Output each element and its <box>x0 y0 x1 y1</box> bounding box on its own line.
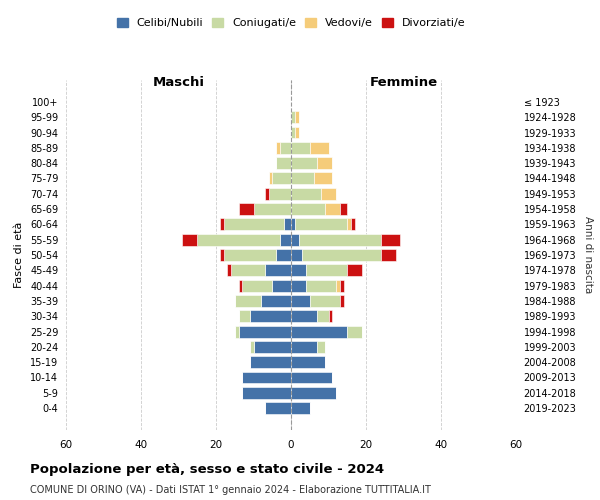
Bar <box>291 188 321 200</box>
Bar <box>272 172 291 184</box>
Bar <box>291 341 317 353</box>
Bar <box>295 218 347 230</box>
Bar <box>291 234 299 245</box>
Bar <box>291 264 306 276</box>
Bar <box>182 234 197 245</box>
Text: Popolazione per età, sesso e stato civile - 2024: Popolazione per età, sesso e stato civil… <box>30 462 384 475</box>
Bar <box>306 280 336 291</box>
Bar <box>314 172 332 184</box>
Bar <box>306 264 347 276</box>
Bar <box>317 157 332 169</box>
Bar <box>231 264 265 276</box>
Bar <box>250 356 291 368</box>
Bar <box>291 111 295 123</box>
Bar <box>269 188 291 200</box>
Bar <box>321 188 336 200</box>
Bar <box>317 310 329 322</box>
Bar <box>291 218 295 230</box>
Bar <box>340 295 343 307</box>
Bar <box>276 142 280 154</box>
Bar <box>295 126 299 138</box>
Bar <box>291 387 336 399</box>
Bar <box>291 203 325 215</box>
Bar <box>223 218 284 230</box>
Bar <box>280 234 291 245</box>
Bar <box>265 402 291 414</box>
Bar <box>317 341 325 353</box>
Bar <box>227 264 231 276</box>
Bar <box>223 249 276 261</box>
Bar <box>284 218 291 230</box>
Y-axis label: Anni di nascita: Anni di nascita <box>583 216 593 294</box>
Bar <box>291 326 347 338</box>
Bar <box>291 372 332 384</box>
Bar <box>235 326 239 338</box>
Bar <box>265 188 269 200</box>
Bar <box>295 111 299 123</box>
Bar <box>381 234 400 245</box>
Bar <box>242 387 291 399</box>
Bar <box>302 249 381 261</box>
Bar <box>239 326 291 338</box>
Text: Femmine: Femmine <box>370 76 437 89</box>
Bar <box>242 280 272 291</box>
Bar <box>291 142 310 154</box>
Bar <box>250 310 291 322</box>
Bar <box>250 341 254 353</box>
Bar <box>329 310 332 322</box>
Legend: Celibi/Nubili, Coniugati/e, Vedovi/e, Divorziati/e: Celibi/Nubili, Coniugati/e, Vedovi/e, Di… <box>115 16 467 30</box>
Bar <box>291 295 310 307</box>
Bar <box>347 264 362 276</box>
Bar <box>336 280 340 291</box>
Bar <box>197 234 280 245</box>
Bar <box>239 203 254 215</box>
Bar <box>291 157 317 169</box>
Text: COMUNE DI ORINO (VA) - Dati ISTAT 1° gennaio 2024 - Elaborazione TUTTITALIA.IT: COMUNE DI ORINO (VA) - Dati ISTAT 1° gen… <box>30 485 431 495</box>
Bar <box>291 356 325 368</box>
Bar <box>291 402 310 414</box>
Bar <box>276 249 291 261</box>
Bar <box>254 203 291 215</box>
Bar <box>381 249 396 261</box>
Y-axis label: Fasce di età: Fasce di età <box>14 222 25 288</box>
Bar <box>239 310 250 322</box>
Bar <box>220 249 223 261</box>
Text: Maschi: Maschi <box>152 76 205 89</box>
Bar <box>269 172 272 184</box>
Bar <box>291 126 295 138</box>
Bar <box>299 234 381 245</box>
Bar <box>220 218 223 230</box>
Bar <box>276 157 291 169</box>
Bar <box>261 295 291 307</box>
Bar <box>347 218 351 230</box>
Bar <box>291 310 317 322</box>
Bar <box>291 172 314 184</box>
Bar <box>242 372 291 384</box>
Bar <box>254 341 291 353</box>
Bar <box>291 280 306 291</box>
Bar <box>325 203 340 215</box>
Bar <box>340 280 343 291</box>
Bar <box>347 326 362 338</box>
Bar <box>272 280 291 291</box>
Bar <box>340 203 347 215</box>
Bar <box>310 295 340 307</box>
Bar <box>239 280 242 291</box>
Bar <box>291 249 302 261</box>
Bar <box>310 142 329 154</box>
Bar <box>280 142 291 154</box>
Bar <box>265 264 291 276</box>
Bar <box>235 295 261 307</box>
Bar <box>351 218 355 230</box>
